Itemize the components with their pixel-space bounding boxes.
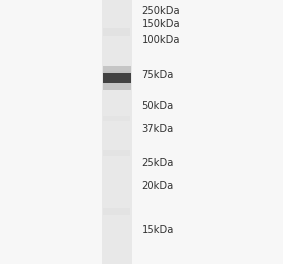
- Bar: [103, 150, 130, 156]
- Bar: [103, 28, 130, 36]
- Text: 37kDa: 37kDa: [142, 124, 174, 134]
- Text: 250kDa: 250kDa: [142, 6, 180, 16]
- Bar: [102, 0, 132, 264]
- Text: 50kDa: 50kDa: [142, 101, 174, 111]
- Text: 15kDa: 15kDa: [142, 225, 174, 235]
- Bar: [103, 73, 131, 83]
- Bar: [103, 116, 130, 121]
- Bar: [103, 66, 131, 90]
- Text: 150kDa: 150kDa: [142, 19, 180, 29]
- Bar: [103, 70, 130, 77]
- Bar: [103, 208, 130, 214]
- Text: 25kDa: 25kDa: [142, 158, 174, 168]
- Text: 100kDa: 100kDa: [142, 35, 180, 45]
- Text: 75kDa: 75kDa: [142, 70, 174, 80]
- Text: 20kDa: 20kDa: [142, 181, 174, 191]
